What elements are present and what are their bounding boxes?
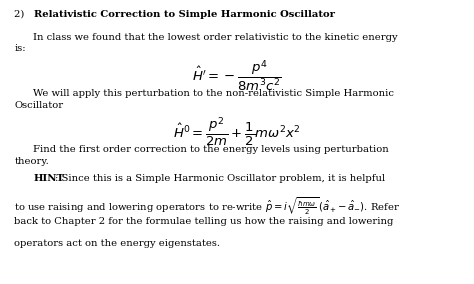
Text: Oscillator: Oscillator xyxy=(14,101,64,110)
Text: operators act on the energy eigenstates.: operators act on the energy eigenstates. xyxy=(14,239,220,248)
Text: is:: is: xyxy=(14,44,26,53)
Text: theory.: theory. xyxy=(14,157,49,166)
Text: 2): 2) xyxy=(14,10,27,19)
Text: Relativistic Correction to Simple Harmonic Oscillator: Relativistic Correction to Simple Harmon… xyxy=(34,10,335,19)
Text: Find the first order correction to the energy levels using perturbation: Find the first order correction to the e… xyxy=(33,145,389,154)
Text: $\hat{H}^0 = \dfrac{p^2}{2m} + \dfrac{1}{2}m\omega^2 x^2$: $\hat{H}^0 = \dfrac{p^2}{2m} + \dfrac{1}… xyxy=(173,115,301,148)
Text: In class we found that the lowest order relativistic to the kinetic energy: In class we found that the lowest order … xyxy=(33,33,398,42)
Text: We will apply this perturbation to the non-relativistic Simple Harmonic: We will apply this perturbation to the n… xyxy=(33,89,394,99)
Text: to use raising and lowering operators to re-write $\hat{p} = i\sqrt{\frac{\hbar : to use raising and lowering operators to… xyxy=(14,195,401,218)
Text: : Since this is a Simple Harmonic Oscillator problem, it is helpful: : Since this is a Simple Harmonic Oscill… xyxy=(55,174,384,183)
Text: HINT: HINT xyxy=(33,174,64,183)
Text: $\hat{H}^{\prime} = -\dfrac{p^4}{8m^3c^2}$: $\hat{H}^{\prime} = -\dfrac{p^4}{8m^3c^2… xyxy=(192,58,282,93)
Text: back to Chapter 2 for the formulae telling us how the raising and lowering: back to Chapter 2 for the formulae telli… xyxy=(14,217,393,226)
